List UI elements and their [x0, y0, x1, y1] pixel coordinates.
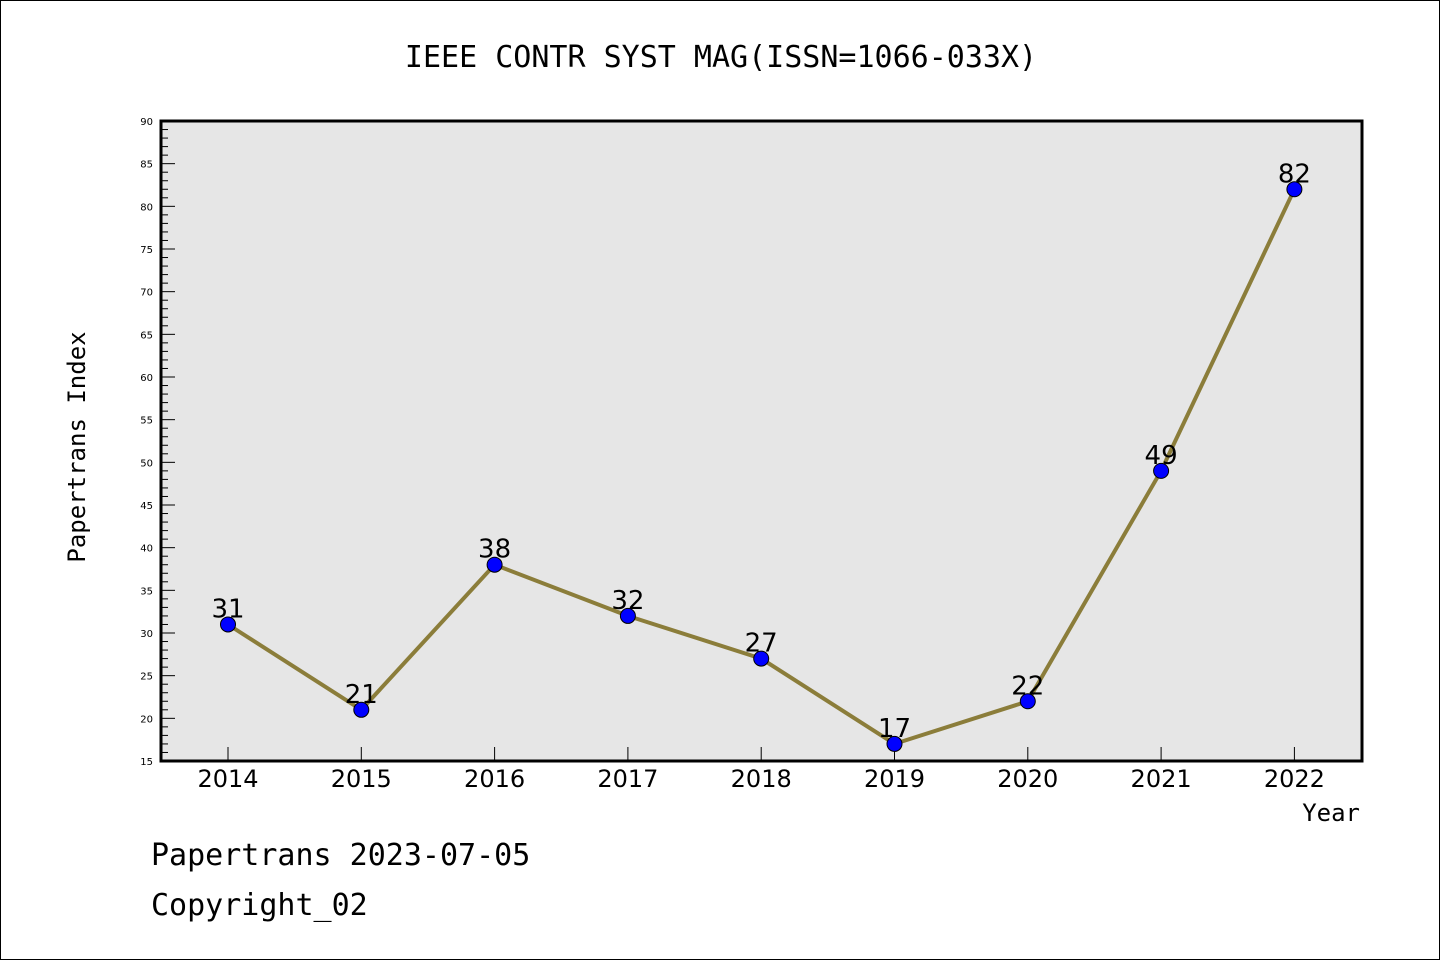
y-tick-label: 50: [140, 458, 153, 469]
plot-frame: [159, 119, 1364, 763]
y-tick-label: 90: [140, 117, 153, 128]
series-layer: [220, 181, 1303, 752]
y-tick-label: 65: [140, 330, 153, 341]
y-tick-label: 15: [140, 757, 153, 768]
data-point: [619, 607, 636, 624]
data-point: [1153, 462, 1170, 479]
y-tick-label: 70: [140, 288, 153, 299]
y-axis-title: Papertrans Index: [63, 331, 91, 562]
x-tick-label: 2014: [197, 765, 258, 793]
x-tick-label: 2015: [331, 765, 392, 793]
data-label: 17: [878, 714, 911, 744]
y-tick-label: 80: [140, 202, 153, 213]
x-axis: 2014 2015 2016 2017 2018 2019 2020 2021 2022: [197, 747, 1325, 793]
y-tick-label: 40: [140, 544, 153, 555]
data-label: 32: [611, 586, 644, 616]
y-tick-label: 35: [140, 586, 153, 597]
x-tick-label: 2020: [997, 765, 1058, 793]
x-axis-title: Year: [1302, 799, 1360, 827]
y-tick-label: 85: [140, 160, 153, 171]
footer-copyright: Copyright_02: [151, 888, 368, 923]
y-axis: 15 20 25 30 35 40 45 50 55 60 65 70 75 80 85 90: [140, 117, 175, 768]
x-tick-label: 2021: [1131, 765, 1192, 793]
y-tick-label: 25: [140, 672, 153, 683]
data-point: [486, 556, 503, 573]
footer-date: Papertrans 2023-07-05: [151, 838, 530, 873]
y-tick-label: 55: [140, 416, 153, 427]
y-tick-label: 30: [140, 629, 153, 640]
data-point: [1286, 181, 1303, 198]
x-tick-label: 2018: [731, 765, 792, 793]
y-tick-label: 60: [140, 373, 153, 384]
x-tick-label: 2017: [597, 765, 658, 793]
chart-title: IEEE CONTR SYST MAG(ISSN=1066-033X): [405, 40, 1037, 75]
x-tick-label: 2019: [864, 765, 925, 793]
data-label: 27: [745, 629, 778, 659]
data-label: 82: [1278, 159, 1311, 189]
data-label: 21: [345, 680, 378, 710]
data-point: [353, 701, 370, 718]
data-label: 38: [478, 535, 511, 565]
data-labels-layer: 31 21 38 32 27 17 22 49 82: [211, 159, 1310, 744]
y-tick-label: 45: [140, 501, 153, 512]
data-point: [220, 616, 236, 633]
y-tick-label: 20: [140, 714, 153, 725]
data-label: 31: [211, 594, 244, 624]
y-tick-label: 75: [140, 245, 153, 256]
data-label: 49: [1145, 441, 1178, 471]
data-point: [1019, 693, 1036, 710]
data-point: [886, 735, 903, 752]
data-point: [753, 650, 770, 667]
data-label: 22: [1011, 671, 1044, 701]
x-tick-label: 2016: [464, 765, 525, 793]
x-tick-label: 2022: [1264, 765, 1325, 793]
